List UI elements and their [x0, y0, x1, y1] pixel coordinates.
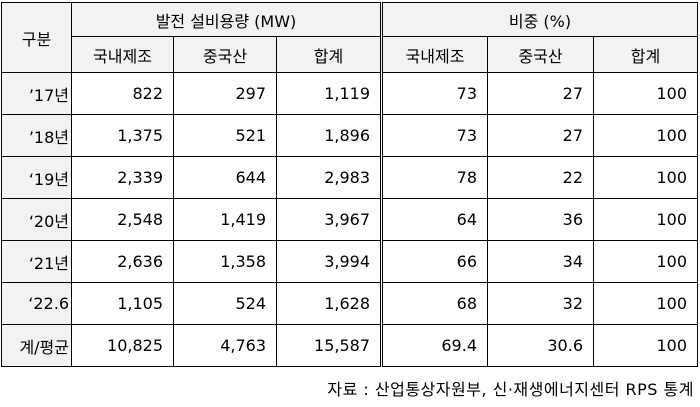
cell: 100	[593, 114, 698, 157]
cell: 10,825	[71, 324, 174, 367]
cell: 32	[487, 282, 594, 325]
cell: 73	[380, 72, 488, 115]
cell: 644	[173, 156, 277, 199]
header-row: 국내제조 중국산 합계 국내제조 중국산 합계	[2, 36, 698, 73]
cell: 3,994	[276, 240, 382, 283]
cell: 2,983	[276, 156, 382, 199]
cell: 524	[173, 282, 277, 325]
cell: 30.6	[487, 324, 594, 367]
cell: 36	[487, 198, 594, 241]
cell: 100	[593, 324, 698, 367]
data-table: 구분 발전 설비용량 (MW) 비중 (%) 국내제조 중국산 합계 국내제조 중국산 합…	[1, 2, 698, 367]
cell: 1,419	[173, 198, 277, 241]
column-header: 중국산	[487, 36, 594, 73]
cell: 2,339	[71, 156, 174, 199]
row-label: 계/평균	[1, 324, 72, 367]
cell: 1,628	[276, 282, 382, 325]
row-label: ‘20년	[1, 198, 72, 241]
header-row: 구분 발전 설비용량 (MW) 비중 (%)	[1, 2, 698, 73]
source-note: 자료 : 산업통상자원부, 신·재생에너지센터 RPS 통계	[327, 380, 694, 399]
cell: 68	[380, 282, 488, 325]
row-label: ‘19년	[1, 156, 72, 199]
cell: 100	[593, 282, 698, 325]
cell: 15,587	[276, 324, 382, 367]
cell: 297	[173, 72, 277, 115]
group-header: 발전 설비용량 (MW)	[71, 2, 382, 37]
cell: 1,105	[71, 282, 174, 325]
cell: 4,763	[173, 324, 277, 367]
cell: 100	[593, 240, 698, 283]
row-label: ‘22.6	[1, 282, 72, 325]
column-header: 국내제조	[71, 36, 174, 73]
column-header: 합계	[593, 36, 698, 73]
cell: 822	[71, 72, 174, 115]
cell: 1,375	[71, 114, 174, 157]
cell: 100	[593, 72, 698, 115]
cell: 69.4	[380, 324, 488, 367]
cell: 100	[593, 156, 698, 199]
cell: 3,967	[276, 198, 382, 241]
cell: 78	[380, 156, 488, 199]
table-row: ’18년 1,375 521 1,896 73 27 100	[1, 114, 698, 157]
table-body: ’17년 822 297 1,119 73 27 100’18년 1,375 521 1,896 7…	[1, 72, 698, 367]
row-label: ’17년	[1, 72, 72, 115]
cell: 100	[593, 198, 698, 241]
column-header: 중국산	[173, 36, 277, 73]
row-label: ‘21년	[1, 240, 72, 283]
table-row: ‘22.6 1,105 524 1,628 68 32 100	[1, 282, 698, 325]
cell: 1,896	[276, 114, 382, 157]
column-header: 합계	[276, 36, 382, 73]
cell: 1,119	[276, 72, 382, 115]
cell: 66	[380, 240, 488, 283]
table-row: ‘19년 2,339 644 2,983 78 22 100	[1, 156, 698, 199]
cell: 73	[380, 114, 488, 157]
cell: 1,358	[173, 240, 277, 283]
table-row: 계/평균 10,825 4,763 15,587 69.4 30.6 100	[1, 324, 698, 367]
cell: 2,636	[71, 240, 174, 283]
cell: 64	[380, 198, 488, 241]
cell: 34	[487, 240, 594, 283]
table-row: ‘21년 2,636 1,358 3,994 66 34 100	[1, 240, 698, 283]
cell: 27	[487, 114, 594, 157]
table-row: ‘20년 2,548 1,419 3,967 64 36 100	[1, 198, 698, 241]
row-label-header: 구분	[1, 2, 72, 73]
cell: 2,548	[71, 198, 174, 241]
cell: 22	[487, 156, 594, 199]
group-header: 비중 (%)	[380, 2, 698, 37]
cell: 27	[487, 72, 594, 115]
column-header: 국내제조	[380, 36, 488, 73]
row-label: ’18년	[1, 114, 72, 157]
table-row: ’17년 822 297 1,119 73 27 100	[1, 72, 698, 115]
cell: 521	[173, 114, 277, 157]
